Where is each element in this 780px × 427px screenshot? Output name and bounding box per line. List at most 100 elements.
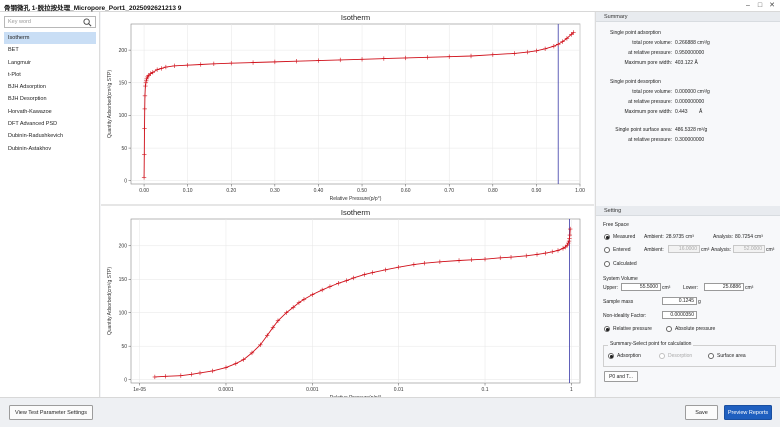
data-point (189, 372, 194, 377)
data-point (250, 60, 256, 65)
absolute-pressure-radio[interactable] (666, 326, 672, 332)
plot-frame (130, 218, 581, 384)
data-point (508, 254, 514, 260)
x-tick-label: 1e-05 (133, 387, 146, 393)
data-point (498, 255, 503, 261)
window-title: 骨钢微孔 1-脱拉按处理_Micropore_Port1_20250926212… (4, 5, 182, 12)
preview-reports-button[interactable]: Preview Reports (724, 405, 772, 420)
data-point (565, 242, 570, 248)
y-tick-label: 150 (119, 81, 128, 87)
upper-label: Upper: (603, 285, 619, 291)
close-icon[interactable]: ✕ (769, 2, 775, 9)
data-point (290, 305, 296, 310)
measured-analysis-label: Analysis: (713, 234, 734, 240)
plot-area: Isotherm 0.00 0.10 0.20 0.30 0.40 0.50 0.60 0.70… (101, 12, 594, 397)
absolute-pressure-option-label: Absolute pressure (675, 326, 716, 332)
maximize-icon[interactable]: □ (757, 2, 763, 9)
bottom-bar: View Test Parameter Settings Save Previe… (0, 397, 780, 427)
data-point (469, 257, 474, 263)
measured-ambient-value: 28.9735 cm³ (666, 234, 694, 240)
entered-ambient-field[interactable]: 16.0000 (668, 245, 700, 253)
lower-volume-field[interactable]: 25.6886 (704, 283, 744, 291)
x-tick-label: 1 (570, 387, 573, 393)
non-ideality-field[interactable]: 0.0000350 (662, 311, 697, 319)
sidebar-item-horvath-kawazoe[interactable]: Horvath-Kawazoe (8, 108, 52, 115)
sidebar-item-bet[interactable]: BET (8, 47, 19, 54)
sidebar-item-langmuir[interactable]: Langmuir (8, 59, 31, 66)
sidebar-item-dft-advanced-psd[interactable]: DFT Advanced PSD (8, 121, 58, 128)
search-box (4, 16, 96, 28)
search-input[interactable] (5, 17, 81, 27)
sample-mass-field[interactable]: 0.1245 (662, 297, 697, 305)
data-point (141, 175, 147, 180)
data-point (211, 61, 217, 67)
minimize-icon[interactable]: – (746, 2, 750, 9)
desorption-radio[interactable] (659, 353, 665, 359)
measured-analysis-value: 80.7254 cm³ (735, 234, 763, 240)
chart-title: Isotherm (341, 208, 370, 217)
des-total-pore-volume-label: total pore volume: (632, 89, 672, 95)
data-point (556, 42, 561, 47)
view-test-parameter-settings-button[interactable]: View Test Parameter Settings (9, 405, 93, 420)
data-point (319, 287, 325, 293)
sidebar-item-isotherm[interactable]: Isotherm (4, 32, 96, 45)
x-tick-label: 0.10 (183, 188, 193, 194)
calculated-radio[interactable] (604, 261, 610, 267)
y-tick-label: 0 (124, 179, 127, 185)
plot-divider[interactable] (101, 204, 594, 206)
des-max-pore-width-label: Maximum pore width: (624, 109, 672, 115)
data-point (568, 226, 573, 232)
data-point (567, 236, 572, 241)
ads-max-pore-width-value: 403.122 Å (675, 60, 698, 66)
entered-radio[interactable] (604, 247, 610, 253)
sidebar-item-t-plot[interactable]: t-Plot (8, 71, 21, 78)
sidebar: Isotherm BET Langmuir t-Plot BJH Adsorpt… (0, 12, 100, 397)
x-tick-label: 1.00 (575, 188, 585, 194)
data-point (550, 249, 555, 254)
save-button[interactable]: Save (685, 405, 718, 420)
data-point (381, 56, 387, 61)
data-point (143, 83, 148, 89)
surface-relative-pressure-label: at relative pressure: (628, 137, 672, 143)
sidebar-item-bjh-adsorption[interactable]: BJH Adsorption (8, 84, 46, 91)
data-point (403, 55, 408, 61)
data-point (564, 36, 570, 41)
summary-select-label: Summary-Select point for calculation (608, 341, 694, 347)
surface-relative-pressure-value: 0.300000000 (675, 137, 705, 143)
data-point (563, 244, 568, 250)
data-point (468, 53, 474, 59)
adsorption-option-label: Adsorption (617, 353, 641, 359)
data-point (197, 370, 203, 376)
log-isotherm-chart[interactable]: Isotherm 1e-05 0.0001 0.001 0.01 0.1 1 0 50 100 15… (101, 206, 594, 397)
x-tick-label: 0.90 (532, 188, 542, 194)
ads-relative-pressure-value: 0.950000000 (675, 50, 705, 56)
x-tick-label: 0.20 (226, 188, 236, 194)
x-tick-label: 0.40 (314, 188, 324, 194)
entered-label: Entered (613, 247, 631, 253)
search-icon[interactable] (83, 18, 92, 27)
measured-radio[interactable] (604, 234, 610, 240)
upper-volume-field[interactable]: 55.5000 (621, 283, 661, 291)
surface-area-label: Single point surface area: (615, 127, 672, 133)
entered-analysis-field[interactable]: 52.0000 (733, 245, 765, 253)
data-point (447, 54, 452, 59)
system-volume-label: System Volume (603, 276, 638, 282)
data-point (425, 55, 430, 60)
data-point (534, 48, 539, 53)
sidebar-item-bjh-desorption[interactable]: BJH Desorption (8, 96, 47, 103)
relative-pressure-radio[interactable] (604, 326, 610, 332)
sidebar-item-dubinin-radushkevich[interactable]: Dubinin-Radushkevich (8, 133, 64, 140)
data-point (142, 106, 147, 112)
y-axis-label: Quantity Adsorbed(cm³/g STP) (107, 70, 113, 138)
data-point (241, 357, 246, 362)
sidebar-item-dubinin-astakhov[interactable]: Dubinin-Astakhov (8, 145, 52, 152)
linear-isotherm-chart[interactable]: Isotherm 0.00 0.10 0.20 0.30 0.40 0.50 0.60 0.70… (101, 12, 594, 204)
adsorption-radio[interactable] (608, 353, 614, 359)
data-point (178, 373, 184, 378)
calculated-label: Calculated (613, 261, 637, 267)
x-tick-label: 0.30 (270, 188, 280, 194)
data-point (249, 350, 255, 356)
p0-and-t-button[interactable]: P0 and T... (604, 371, 638, 382)
surface-area-radio[interactable] (708, 353, 714, 359)
data-point (542, 46, 548, 52)
